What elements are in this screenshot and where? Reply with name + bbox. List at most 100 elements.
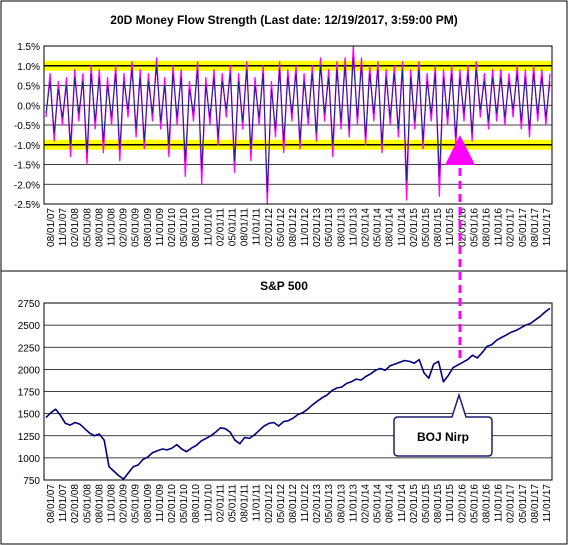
x-tick-label: 05/01/09	[131, 484, 142, 523]
y-tick-label: 2000	[18, 365, 41, 376]
x-tick-label: 02/01/10	[167, 208, 178, 247]
sp500-y-ticks: 2750 2500 2250 2000 1750 1500 1250 1000 750	[18, 299, 41, 487]
x-tick-label: 02/01/09	[119, 208, 130, 247]
x-tick-label: 02/01/08	[70, 484, 81, 523]
x-tick-label: 05/01/16	[469, 208, 480, 247]
callout-label: BOJ Nirp	[417, 430, 469, 444]
sp500-title: S&P 500	[260, 279, 308, 293]
x-tick-label: 11/01/11	[252, 208, 263, 246]
sp500-panel: S&P 500 2750 2500 2250 2000 1750 1500 1250 1000…	[18, 279, 553, 523]
x-tick-label: 11/01/11	[252, 484, 263, 522]
money-flow-plot-area	[43, 45, 553, 205]
sp500-plot-area	[43, 302, 553, 481]
x-tick-label: 11/01/12	[300, 484, 311, 523]
x-tick-label: 08/01/09	[143, 484, 154, 523]
y-tick-label: 2250	[18, 343, 41, 354]
x-tick-label: 02/01/13	[312, 484, 323, 523]
x-tick-label: 05/01/09	[131, 208, 142, 247]
x-tick-label: 08/01/09	[143, 208, 154, 247]
x-tick-label: 11/01/14	[397, 208, 408, 247]
x-tick-label: 11/01/10	[203, 208, 214, 247]
money-flow-y-ticks: 1.5% 1.0% 0.5% 0.0% -0.5% -1.0% -1.5% -2.0% -2.5…	[14, 42, 40, 211]
x-tick-label: 02/01/13	[312, 208, 323, 247]
x-tick-label: 05/01/14	[373, 208, 384, 247]
x-tick-label: 02/01/10	[167, 484, 178, 523]
x-tick-label: 08/01/08	[94, 484, 105, 523]
x-tick-label: 11/01/09	[155, 484, 166, 523]
callout-box	[393, 392, 493, 457]
x-tick-label: 11/01/08	[107, 484, 118, 523]
x-tick-label: 05/01/10	[179, 484, 190, 523]
x-tick-label: 05/01/15	[421, 208, 432, 247]
x-tick-label: 02/01/11	[215, 208, 226, 247]
x-tick-label: 02/01/11	[215, 484, 226, 523]
x-tick-label: 08/01/08	[94, 208, 105, 247]
x-tick-label: 11/01/07	[58, 484, 69, 523]
x-tick-label: 02/01/09	[119, 484, 130, 523]
x-tick-label: 11/01/17	[542, 208, 553, 247]
y-tick-label: 1250	[18, 432, 41, 443]
x-tick-label: 05/01/11	[227, 208, 238, 247]
y-tick-label: -0.5%	[14, 121, 40, 132]
x-tick-label: 05/01/12	[276, 484, 287, 523]
series-line	[45, 57, 551, 193]
x-tick-label: 11/01/15	[445, 484, 456, 523]
x-tick-label: 02/01/12	[264, 484, 275, 523]
x-tick-label: 08/01/11	[240, 208, 251, 247]
x-tick-label: 02/01/17	[506, 484, 517, 523]
x-tick-label: 02/01/16	[457, 484, 468, 523]
y-tick-label: 1.5%	[17, 42, 40, 53]
y-tick-label: 1500	[18, 410, 41, 421]
y-tick-label: 2750	[18, 299, 41, 310]
x-tick-label: 11/01/07	[58, 208, 69, 247]
series-line	[45, 307, 551, 480]
x-tick-label: 02/01/14	[361, 484, 372, 523]
x-tick-label: 05/01/14	[373, 484, 384, 523]
x-tick-label: 05/01/13	[324, 208, 335, 247]
y-tick-label: -1.0%	[14, 141, 40, 152]
x-tick-label: 11/01/15	[445, 208, 456, 247]
x-tick-label: 02/01/15	[409, 208, 420, 247]
x-tick-label: 05/01/08	[82, 484, 93, 523]
y-tick-label: 0.5%	[17, 82, 40, 93]
x-tick-label: 11/01/13	[348, 208, 359, 247]
x-tick-label: 11/01/08	[107, 208, 118, 247]
x-tick-label: 02/01/16	[457, 208, 468, 247]
x-tick-label: 02/01/12	[264, 208, 275, 247]
x-tick-label: 08/01/13	[336, 484, 347, 523]
x-tick-label: 05/01/10	[179, 208, 190, 247]
x-tick-label: 08/01/14	[385, 208, 396, 247]
x-tick-label: 11/01/13	[348, 484, 359, 523]
x-tick-label: 08/01/10	[191, 484, 202, 523]
x-tick-label: 05/01/12	[276, 208, 287, 247]
x-tick-label: 05/01/17	[518, 208, 529, 247]
x-tick-label: 08/01/17	[530, 208, 541, 247]
y-tick-label: -2.0%	[14, 180, 40, 191]
x-tick-label: 02/01/14	[361, 208, 372, 247]
x-tick-label: 05/01/13	[324, 484, 335, 523]
x-tick-label: 08/01/17	[530, 484, 541, 523]
money-flow-panel: 20D Money Flow Strength (Last date: 12/1…	[14, 13, 553, 247]
x-tick-label: 02/01/15	[409, 484, 420, 523]
y-tick-label: 1750	[18, 388, 41, 399]
x-tick-label: 05/01/16	[469, 484, 480, 523]
boj-nirp-callout: BOJ Nirp	[393, 392, 493, 457]
x-tick-label: 11/01/16	[494, 208, 505, 247]
x-tick-label: 05/01/17	[518, 484, 529, 523]
x-tick-label: 08/01/11	[240, 484, 251, 523]
x-tick-label: 08/01/12	[288, 484, 299, 523]
x-tick-label: 11/01/17	[542, 484, 553, 523]
x-tick-label: 05/01/11	[227, 484, 238, 523]
money-flow-title: 20D Money Flow Strength (Last date: 12/1…	[110, 13, 457, 27]
x-tick-label: 08/01/15	[433, 484, 444, 523]
x-tick-label: 08/01/16	[481, 208, 492, 247]
y-tick-label: -2.5%	[14, 200, 40, 211]
money-flow-series	[45, 45, 551, 205]
x-tick-label: 11/01/09	[155, 208, 166, 247]
x-tick-label: 08/01/16	[481, 484, 492, 523]
y-tick-label: -1.5%	[14, 161, 40, 172]
x-tick-label: 02/01/08	[70, 208, 81, 247]
x-tick-label: 08/01/15	[433, 208, 444, 247]
